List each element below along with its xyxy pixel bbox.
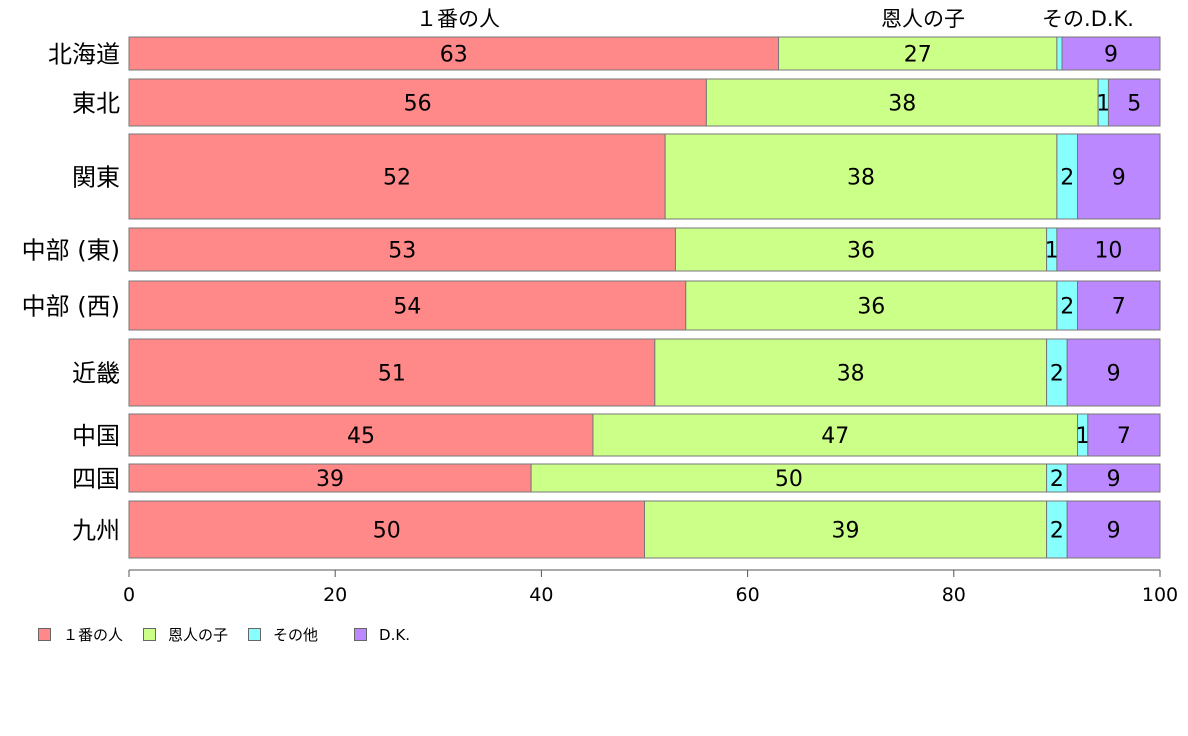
data-label: 45 <box>347 424 375 449</box>
x-tick-label: 60 <box>736 584 760 606</box>
top-label: １番の人 <box>416 7 500 31</box>
bar-segment <box>128 500 645 559</box>
bar-segment <box>128 133 666 220</box>
data-label: 50 <box>373 519 401 544</box>
legend-label: １番の人 <box>63 626 124 644</box>
bar-segment <box>1066 463 1161 493</box>
bar-segment <box>705 78 1099 127</box>
data-label: 53 <box>388 239 416 264</box>
x-tick-label: 100 <box>1142 584 1178 606</box>
category-label: 中部 (西) <box>22 293 120 321</box>
legend-item-dk: D.K. <box>354 626 410 644</box>
data-label: 1 <box>1076 424 1090 449</box>
legend-swatch <box>354 628 368 641</box>
x-tick-label: 20 <box>323 584 347 606</box>
data-label: 5 <box>1127 92 1141 117</box>
legend-swatch <box>143 628 157 641</box>
x-tick-label: 80 <box>942 584 966 606</box>
legend: １番の人 恩人の子 その他 D.K. <box>38 624 430 645</box>
data-label: 2 <box>1050 467 1064 492</box>
data-label: 51 <box>378 362 406 387</box>
data-label: 63 <box>440 43 468 68</box>
data-label: 36 <box>847 239 875 264</box>
data-label: 39 <box>832 519 860 544</box>
data-label: 7 <box>1112 295 1126 320</box>
bar-segment <box>1066 500 1161 559</box>
data-label: 1 <box>1096 92 1110 117</box>
data-label: 27 <box>904 43 932 68</box>
bar-segment <box>664 133 1058 220</box>
legend-item-onjin: 恩人の子 <box>143 624 228 645</box>
data-label: 1 <box>1045 239 1059 264</box>
category-label: 中部 (東) <box>22 237 120 265</box>
data-label: 9 <box>1107 519 1121 544</box>
bar-segment <box>128 413 594 457</box>
data-label: 9 <box>1107 467 1121 492</box>
category-label: 関東 <box>72 164 120 192</box>
data-label: 2 <box>1050 519 1064 544</box>
category-label: 中国 <box>72 422 120 450</box>
category-label: 東北 <box>72 90 120 118</box>
bar-segment <box>128 227 676 272</box>
bar-segment <box>1077 133 1161 220</box>
data-label: 36 <box>857 295 885 320</box>
legend-swatch <box>38 628 51 641</box>
bar-segment <box>1061 36 1161 71</box>
category-label: 近畿 <box>72 360 120 388</box>
data-label: 10 <box>1094 239 1122 264</box>
bar-segment <box>685 280 1058 331</box>
legend-item-other: その他 <box>248 624 318 645</box>
data-label: 2 <box>1050 362 1064 387</box>
data-label: 9 <box>1104 43 1118 68</box>
bar-segment <box>644 500 1048 559</box>
bar-segment <box>778 36 1058 71</box>
bar-segment <box>530 463 1048 493</box>
data-label: 56 <box>404 92 432 117</box>
bar-segment <box>654 338 1048 407</box>
top-label: その.D.K. <box>1042 7 1134 31</box>
bar-segment <box>128 338 656 407</box>
category-label: 北海道 <box>48 41 120 69</box>
data-label: 7 <box>1117 424 1131 449</box>
legend-label: D.K. <box>379 625 410 644</box>
bar-segment <box>1107 78 1161 127</box>
bar-segment <box>128 280 687 331</box>
data-label: 38 <box>847 166 875 191</box>
bar-segment <box>1056 227 1161 272</box>
bar-segment <box>1066 338 1161 407</box>
data-label: 39 <box>316 467 344 492</box>
data-label: 52 <box>383 166 411 191</box>
data-label: 38 <box>837 362 865 387</box>
legend-label: 恩人の子 <box>168 626 229 644</box>
x-tick-label: 40 <box>529 584 553 606</box>
category-label: 四国 <box>72 465 120 493</box>
legend-swatch <box>248 628 262 641</box>
data-label: 47 <box>821 424 849 449</box>
bar-segment <box>1077 280 1161 331</box>
bar-segment <box>592 413 1079 457</box>
bar-segment <box>1087 413 1161 457</box>
data-label: 54 <box>393 295 421 320</box>
data-label: 38 <box>888 92 916 117</box>
bar-segment <box>1056 36 1063 71</box>
category-label: 九州 <box>72 517 120 545</box>
data-label: 9 <box>1112 166 1126 191</box>
top-label: 恩人の子 <box>881 7 965 31</box>
legend-label: その他 <box>273 626 319 644</box>
data-label: 50 <box>775 467 803 492</box>
legend-item-first: １番の人 <box>38 624 123 645</box>
data-label: 2 <box>1060 166 1074 191</box>
data-label: 9 <box>1107 362 1121 387</box>
x-tick-label: 0 <box>123 584 135 606</box>
data-label: 2 <box>1060 295 1074 320</box>
